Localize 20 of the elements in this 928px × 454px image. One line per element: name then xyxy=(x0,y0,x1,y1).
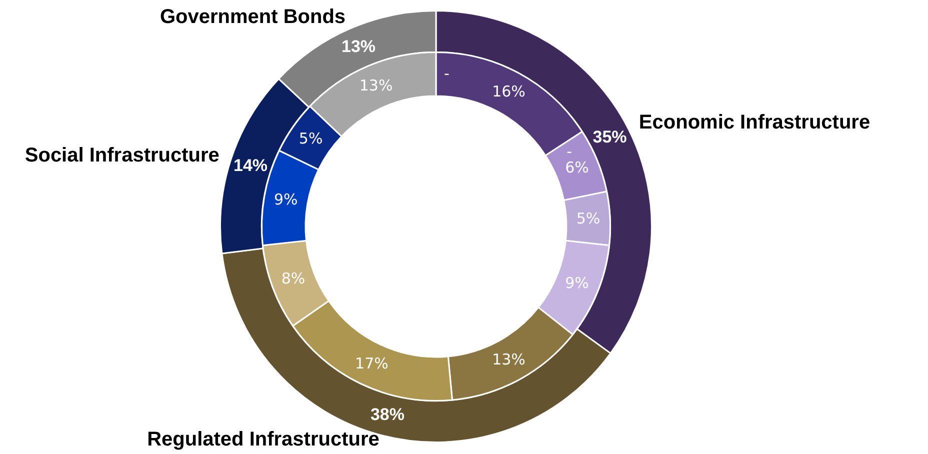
data-label: 38% xyxy=(370,405,405,424)
data-label: 9% xyxy=(274,190,298,208)
text: - xyxy=(444,64,450,82)
data-label: 5% xyxy=(576,209,600,228)
slice-label: Regulated Infrastructure xyxy=(147,428,380,451)
data-label: 13% xyxy=(342,37,376,56)
data-label: 9% xyxy=(565,274,589,292)
data-label: 16% xyxy=(492,82,526,100)
text: - xyxy=(566,142,572,161)
data-label: 6% xyxy=(565,158,589,177)
data-label: 13% xyxy=(359,76,393,94)
slice-label: Social Infrastructure xyxy=(24,144,220,167)
data-label: 5% xyxy=(298,130,323,148)
data-label: 17% xyxy=(355,354,388,373)
slice-label: Economic Infrastructure xyxy=(638,112,870,134)
slice-label: Government Bonds xyxy=(160,6,346,28)
data-label: 13% xyxy=(492,350,526,368)
data-label: 35% xyxy=(592,128,627,147)
data-label: 8% xyxy=(281,270,306,288)
data-label: 14% xyxy=(233,156,268,175)
